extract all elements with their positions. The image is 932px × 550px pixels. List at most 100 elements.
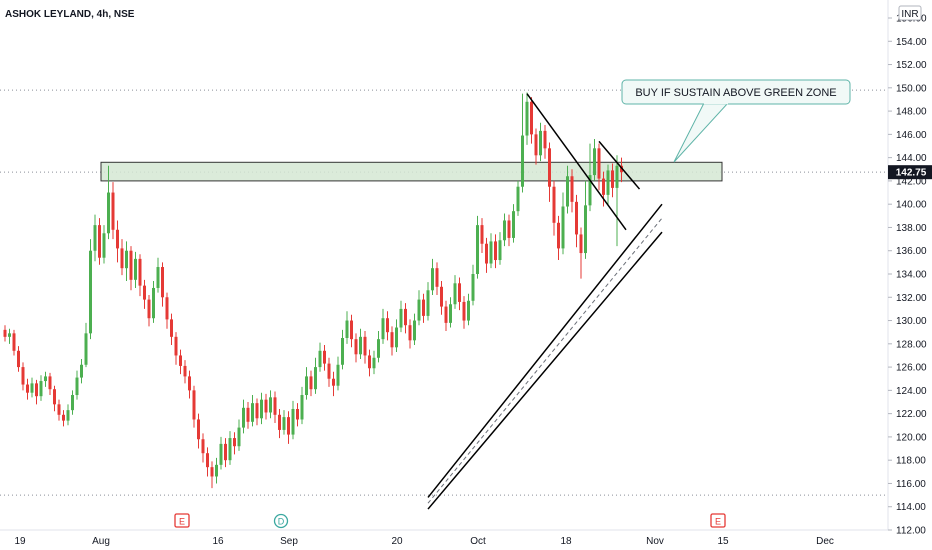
- candle: [462, 296, 466, 329]
- candle-body: [507, 220, 511, 238]
- candle: [53, 385, 56, 412]
- time-tick-label: 18: [560, 536, 572, 547]
- candle-body: [12, 333, 16, 351]
- candle-body: [197, 419, 200, 440]
- candle: [260, 392, 263, 425]
- candle: [458, 277, 461, 311]
- event-marker[interactable]: D: [273, 513, 289, 529]
- candle: [143, 279, 146, 309]
- candle: [377, 331, 380, 363]
- candle-body: [107, 192, 110, 234]
- candle: [66, 404, 70, 426]
- candle-body: [552, 186, 556, 223]
- candle: [557, 215, 560, 261]
- time-tick-label: Sep: [280, 536, 298, 547]
- candle-body: [570, 176, 574, 202]
- falling-trendline-minor[interactable]: [598, 140, 641, 190]
- candle: [449, 297, 452, 328]
- price-axis[interactable]: 112.00 114.00 116.00 118.00 120.00 122.00 124.…: [888, 14, 927, 537]
- candle: [417, 290, 421, 326]
- candle: [57, 399, 61, 421]
- candle-body: [71, 395, 74, 411]
- candle: [264, 393, 268, 420]
- candle: [399, 300, 403, 333]
- price-tick-label: 126.00: [896, 363, 927, 374]
- candle-body: [557, 222, 560, 249]
- candle: [255, 398, 259, 426]
- candle-body: [282, 417, 286, 430]
- currency-badge[interactable]: INR: [898, 5, 922, 21]
- candle-body: [512, 211, 515, 238]
- candle: [44, 371, 47, 387]
- candle-body: [264, 399, 268, 413]
- event-marker[interactable]: E: [174, 513, 190, 528]
- candle-body: [584, 205, 587, 254]
- event-label: D: [278, 517, 285, 527]
- candle: [39, 375, 43, 401]
- channel-midline[interactable]: [427, 217, 663, 504]
- candle: [12, 329, 16, 356]
- candle-body: [390, 332, 394, 348]
- candle-body: [408, 325, 412, 341]
- candle: [584, 180, 587, 259]
- event-marker[interactable]: E: [710, 513, 726, 528]
- candle-body: [116, 229, 119, 249]
- candle: [152, 280, 155, 323]
- candle-body: [422, 299, 425, 316]
- price-tick-label: 148.00: [896, 107, 927, 118]
- candle-body: [498, 240, 502, 261]
- candle: [251, 395, 254, 427]
- price-tick-label: 152.00: [896, 60, 927, 71]
- green-zone-rectangle[interactable]: [100, 161, 723, 182]
- candle: [539, 122, 542, 162]
- callout-box: [621, 79, 851, 105]
- candle-body: [386, 318, 389, 333]
- candle-body: [3, 329, 7, 337]
- time-axis[interactable]: 19 Aug 16 Sep 20 Oct 18 Nov 15 Dec: [14, 536, 833, 547]
- candle: [269, 390, 272, 419]
- candle: [309, 370, 313, 397]
- falling-trendline-major[interactable]: [526, 93, 627, 231]
- candle-body: [431, 268, 434, 291]
- candle-body: [372, 357, 376, 369]
- time-tick-label: 20: [391, 536, 403, 547]
- candle: [413, 313, 416, 345]
- candle-body: [62, 414, 65, 421]
- candle-body: [345, 320, 349, 338]
- candle: [327, 357, 331, 387]
- candle: [494, 234, 497, 269]
- candle: [165, 292, 169, 329]
- channel-lower-line[interactable]: [427, 231, 663, 510]
- candle-body: [462, 301, 466, 321]
- time-tick-label: Dec: [816, 536, 834, 547]
- candle: [201, 433, 205, 463]
- price-tick-label: 112.00: [896, 526, 926, 537]
- candle-body: [174, 336, 178, 356]
- candle: [498, 232, 502, 265]
- candle-body: [597, 148, 601, 179]
- candle-body: [516, 186, 520, 212]
- candle-body: [305, 376, 308, 396]
- candle-body: [120, 248, 124, 269]
- candle-body: [251, 403, 254, 422]
- candle: [363, 331, 367, 364]
- candle: [116, 220, 119, 263]
- candle-body: [179, 355, 182, 366]
- candle: [381, 308, 385, 344]
- time-tick-label: 16: [212, 536, 224, 547]
- callout-annotation[interactable]: BUY IF SUSTAIN ABOVE GREEN ZONE: [621, 79, 851, 163]
- trendline-overlays: [427, 93, 663, 510]
- candle-body: [296, 408, 299, 420]
- candle-body: [606, 170, 610, 195]
- candle-body: [381, 318, 385, 340]
- candle-body: [237, 427, 241, 447]
- candle: [512, 204, 515, 243]
- channel-upper-line[interactable]: [427, 203, 663, 498]
- candle-body: [566, 176, 569, 207]
- candle-body: [89, 250, 92, 334]
- price-tick-label: 144.00: [896, 153, 927, 164]
- price-tick-label: 150.00: [896, 83, 927, 94]
- candle-body: [188, 376, 191, 391]
